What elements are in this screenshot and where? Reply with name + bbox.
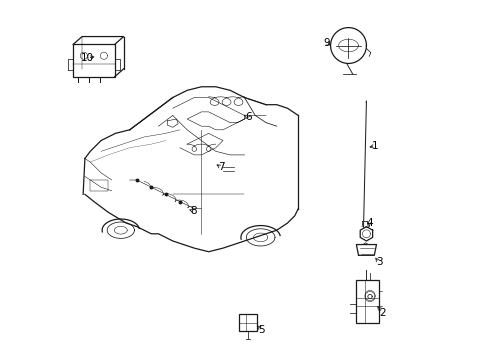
Text: 2: 2 bbox=[379, 308, 385, 318]
Text: 1: 1 bbox=[371, 141, 378, 151]
Text: 10: 10 bbox=[81, 53, 94, 63]
Text: 5: 5 bbox=[258, 325, 264, 335]
Text: 7: 7 bbox=[218, 162, 224, 172]
Text: 8: 8 bbox=[190, 206, 197, 216]
Text: 9: 9 bbox=[322, 38, 329, 48]
Text: 3: 3 bbox=[375, 257, 382, 267]
Text: 6: 6 bbox=[244, 112, 251, 122]
Text: 4: 4 bbox=[365, 218, 372, 228]
